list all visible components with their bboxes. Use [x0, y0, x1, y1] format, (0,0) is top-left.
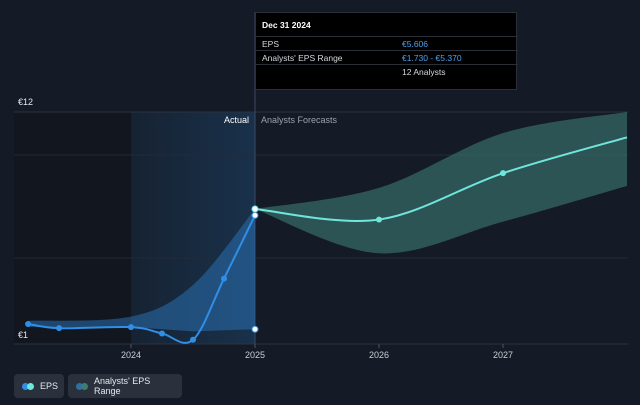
tooltip-analysts-count: 12 Analysts	[402, 67, 446, 77]
eps-point	[190, 336, 196, 343]
x-tick-label: 2024	[121, 350, 141, 360]
eps-forecast-point	[500, 170, 506, 177]
y-axis-top-label: €12	[18, 97, 33, 107]
eps-point	[56, 325, 63, 332]
actual-range-area	[28, 209, 255, 332]
legend-range-label: Analysts' EPS Range	[94, 376, 151, 396]
eps-range-low-point	[251, 325, 259, 333]
tooltip-date: Dec 31 2024	[262, 20, 311, 30]
tooltip: Dec 31 2024 EPS €5.606 Analysts' EPS Ran…	[255, 12, 518, 90]
tooltip-row-analysts: 12 Analysts	[256, 64, 518, 79]
forecast-region-label: Analysts Forecasts	[261, 115, 338, 125]
eps-point	[128, 324, 134, 331]
analysts-eps-range-area	[255, 112, 627, 254]
range-legend-icon	[76, 382, 88, 390]
past-shade	[14, 112, 131, 344]
eps-legend-icon	[22, 382, 34, 390]
x-tick-label: 2027	[493, 350, 513, 360]
tooltip-range-label: Analysts' EPS Range	[262, 53, 343, 63]
x-tick-label: 2025	[245, 350, 265, 360]
x-tick-label: 2026	[369, 350, 389, 360]
eps-forecast-point	[376, 216, 382, 223]
tooltip-eps-value: €5.606	[402, 39, 428, 49]
tooltip-eps-label: EPS	[262, 39, 280, 49]
eps-point	[25, 320, 32, 327]
eps-forecast-point	[251, 205, 259, 213]
legend-eps-label: EPS	[40, 381, 59, 391]
tooltip-row-range: Analysts' EPS Range €1.730 - €5.370	[256, 50, 518, 65]
tooltip-row-eps: EPS €5.606	[256, 36, 518, 51]
legend-eps[interactable]: EPS	[14, 374, 64, 398]
legend-analysts-eps-range[interactable]: Analysts' EPS Range	[68, 374, 182, 398]
eps-point	[159, 330, 165, 337]
eps-forecast-line	[254, 136, 628, 222]
y-axis-bottom-label: €1	[18, 330, 28, 340]
tooltip-range-value: €1.730 - €5.370	[402, 53, 462, 63]
actual-region-label: Actual	[224, 115, 249, 125]
eps-point	[221, 275, 227, 282]
eps-point	[251, 211, 259, 219]
